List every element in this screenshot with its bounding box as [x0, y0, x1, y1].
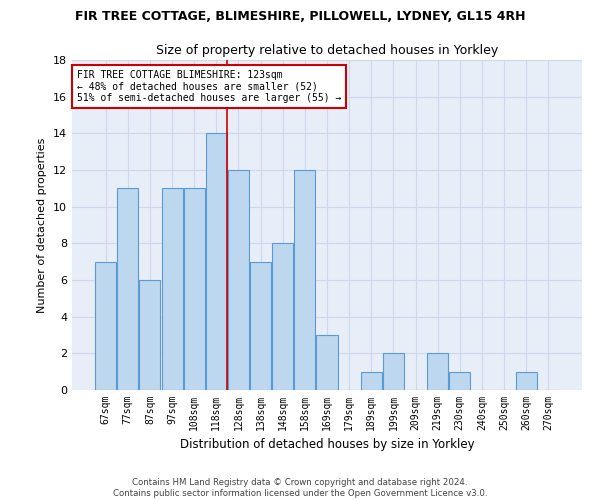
Bar — [95, 262, 116, 390]
Bar — [184, 188, 205, 390]
Bar — [316, 335, 338, 390]
Y-axis label: Number of detached properties: Number of detached properties — [37, 138, 47, 312]
Bar — [515, 372, 536, 390]
Bar — [272, 244, 293, 390]
Text: FIR TREE COTTAGE, BLIMESHIRE, PILLOWELL, LYDNEY, GL15 4RH: FIR TREE COTTAGE, BLIMESHIRE, PILLOWELL,… — [75, 10, 525, 23]
Bar — [118, 188, 139, 390]
Bar — [295, 170, 316, 390]
X-axis label: Distribution of detached houses by size in Yorkley: Distribution of detached houses by size … — [179, 438, 475, 452]
Bar — [361, 372, 382, 390]
Bar — [449, 372, 470, 390]
Bar — [383, 354, 404, 390]
Text: Contains HM Land Registry data © Crown copyright and database right 2024.
Contai: Contains HM Land Registry data © Crown c… — [113, 478, 487, 498]
Bar — [228, 170, 249, 390]
Bar — [161, 188, 182, 390]
Bar — [139, 280, 160, 390]
Bar — [206, 134, 227, 390]
Title: Size of property relative to detached houses in Yorkley: Size of property relative to detached ho… — [156, 44, 498, 58]
Text: FIR TREE COTTAGE BLIMESHIRE: 123sqm
← 48% of detached houses are smaller (52)
51: FIR TREE COTTAGE BLIMESHIRE: 123sqm ← 48… — [77, 70, 341, 103]
Bar — [427, 354, 448, 390]
Bar — [250, 262, 271, 390]
